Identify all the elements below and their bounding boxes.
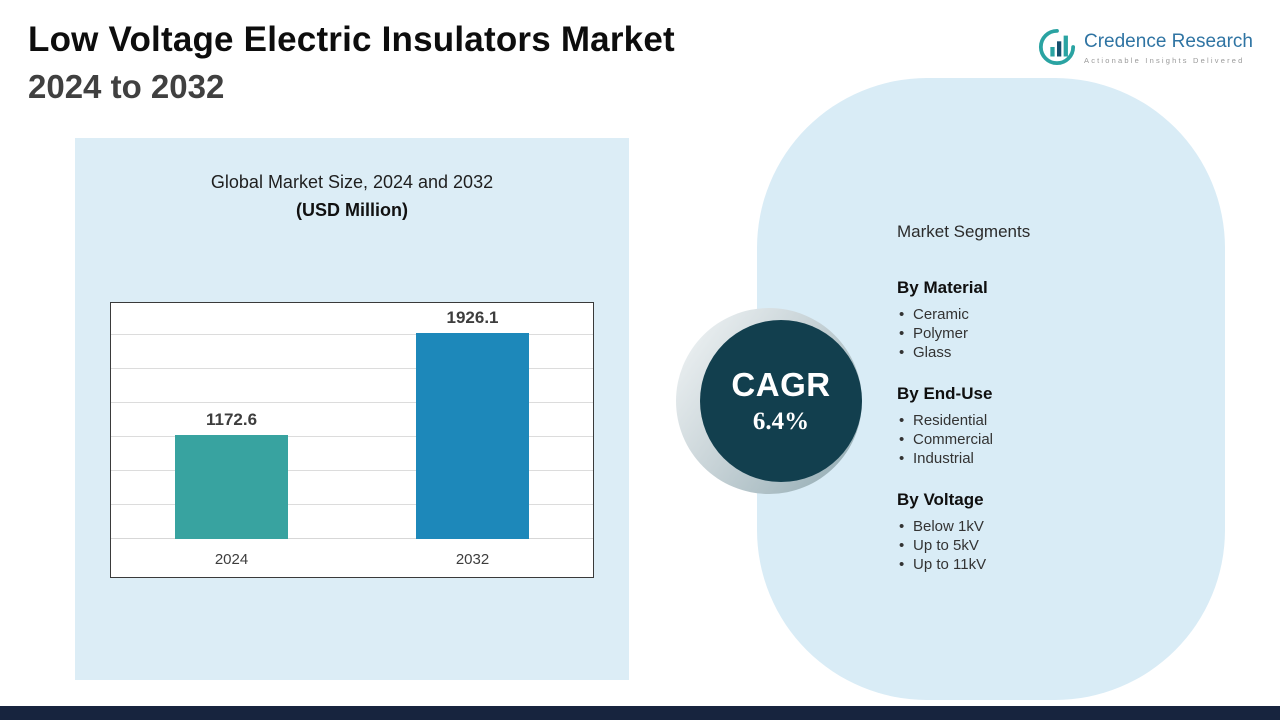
segment-item: Residential	[897, 411, 1197, 430]
segment-item: Up to 11kV	[897, 555, 1197, 574]
segment-group-end-use: By End-Use Residential Commercial Indust…	[897, 384, 1197, 468]
chart-unit-label: (USD Million)	[296, 200, 408, 220]
x-axis-label: 2032	[455, 551, 490, 568]
brand-tagline: Actionable Insights Delivered	[1084, 56, 1245, 65]
bar-column-2032: 1926.1 2032	[352, 303, 593, 577]
chart-panel: Global Market Size, 2024 and 2032 (USD M…	[75, 138, 629, 680]
footer-accent-bar	[0, 706, 1280, 720]
header: Low Voltage Electric Insulators Market 2…	[28, 20, 675, 106]
segment-item: Industrial	[897, 449, 1197, 468]
brand-logo: Credence Research Actionable Insights De…	[1038, 28, 1253, 66]
segment-group-title: By Voltage	[897, 490, 984, 509]
page-title: Low Voltage Electric Insulators Market	[28, 20, 675, 59]
bar-chart-plot: 1172.6 2024 1926.1 2032	[110, 302, 594, 578]
segment-item: Ceramic	[897, 305, 1197, 324]
bar-chart-logo-icon	[1038, 28, 1076, 66]
segment-group-title: By Material	[897, 278, 988, 297]
segment-group-voltage: By Voltage Below 1kV Up to 5kV Up to 11k…	[897, 490, 1197, 574]
segments-heading: Market Segments	[897, 222, 1031, 241]
segment-group-material: By Material Ceramic Polymer Glass	[897, 278, 1197, 362]
cagr-value: 6.4%	[752, 408, 810, 435]
segment-item: Glass	[897, 343, 1197, 362]
segment-item: Polymer	[897, 324, 1197, 343]
bar-2024	[175, 435, 288, 539]
brand-name: Credence Research	[1084, 31, 1253, 52]
segments-content: Market Segments By Material Ceramic Poly…	[897, 222, 1197, 596]
x-axis-label: 2024	[214, 551, 249, 568]
segment-item: Commercial	[897, 430, 1197, 449]
cagr-label: CAGR	[731, 366, 831, 403]
bar-2032	[416, 333, 529, 539]
page-subtitle: 2024 to 2032	[28, 68, 225, 105]
segment-group-title: By End-Use	[897, 384, 993, 403]
segment-item: Below 1kV	[897, 517, 1197, 536]
segment-item: Up to 5kV	[897, 536, 1197, 555]
bar-value-label: 1172.6	[205, 410, 258, 429]
bar-column-2024: 1172.6 2024	[111, 303, 352, 577]
bar-value-label: 1926.1	[446, 308, 499, 327]
cagr-badge: CAGR 6.4%	[700, 320, 862, 482]
brand-text: Credence Research Actionable Insights De…	[1084, 28, 1253, 65]
chart-title: Global Market Size, 2024 and 2032	[210, 172, 494, 192]
